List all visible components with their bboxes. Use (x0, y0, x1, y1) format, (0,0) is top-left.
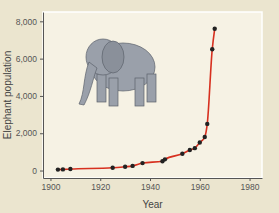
tick: 1980 (241, 178, 260, 192)
tick-mark (40, 171, 43, 172)
tick: 1920 (91, 178, 110, 192)
data-point (203, 135, 207, 139)
tick: 1940 (141, 178, 160, 192)
elephant-leg (109, 78, 118, 106)
series-line (58, 29, 215, 170)
tick-label: 2,000 (16, 128, 38, 138)
tick: 1900 (42, 178, 61, 192)
tick-label: 1960 (191, 182, 210, 192)
tick-label: 0 (32, 166, 37, 176)
elephant-leg (147, 74, 156, 102)
tick: 0 (32, 166, 43, 176)
data-point (198, 140, 202, 144)
tick-mark (100, 178, 101, 181)
y-axis-title: Elephant population (2, 51, 13, 139)
data-point (213, 27, 217, 31)
x-axis: 1900 1920 1940 1960 1980 (42, 178, 263, 192)
tick-label: 8,000 (16, 17, 38, 27)
tick-mark (40, 96, 43, 97)
background (0, 0, 279, 213)
tick-mark (40, 59, 43, 60)
plot: 1900 1920 1940 1960 1980 0 2,000 4,000 6,000 8,00… (16, 12, 263, 192)
tick-mark (40, 133, 43, 134)
tick: 8,000 (16, 17, 43, 27)
data-point (61, 167, 65, 171)
tick-label: 6,000 (16, 54, 38, 64)
elephant-ear (102, 41, 124, 73)
tick-mark (50, 178, 51, 181)
data-point (130, 164, 134, 168)
data-point (140, 161, 144, 165)
elephant-icon (79, 39, 156, 106)
tick-mark (200, 178, 201, 181)
axis-line (44, 178, 263, 179)
plot-frame (43, 12, 262, 178)
tick: 1960 (191, 178, 210, 192)
data-point (123, 165, 127, 169)
elephant-leg (135, 78, 144, 106)
tick: 2,000 (16, 128, 43, 138)
axis-line (43, 13, 44, 179)
x-axis-title: Year (142, 199, 163, 210)
tick-label: 4,000 (16, 91, 38, 101)
tick-label: 1900 (42, 182, 61, 192)
data-point (68, 167, 72, 171)
tick-label: 1980 (241, 182, 260, 192)
tick: 4,000 (16, 91, 43, 101)
marks (56, 27, 217, 172)
data-point (110, 166, 114, 170)
tick: 6,000 (16, 54, 43, 64)
tick-mark (40, 21, 43, 22)
data-point (163, 157, 167, 161)
data-point (205, 122, 209, 126)
y-axis: 0 2,000 4,000 6,000 8,000 (16, 13, 44, 179)
tick-mark (150, 178, 151, 181)
data-point (180, 152, 184, 156)
data-point (193, 146, 197, 150)
chart: 1900 1920 1940 1960 1980 0 2,000 4,000 6,000 8,00… (0, 0, 279, 213)
data-point (210, 47, 214, 51)
elephant-leg (97, 74, 106, 102)
data-point (56, 167, 60, 171)
data-point (188, 148, 192, 152)
tick-label: 1920 (91, 182, 110, 192)
tick-mark (250, 178, 251, 181)
tick-label: 1940 (141, 182, 160, 192)
elephant-trunk (79, 62, 97, 105)
